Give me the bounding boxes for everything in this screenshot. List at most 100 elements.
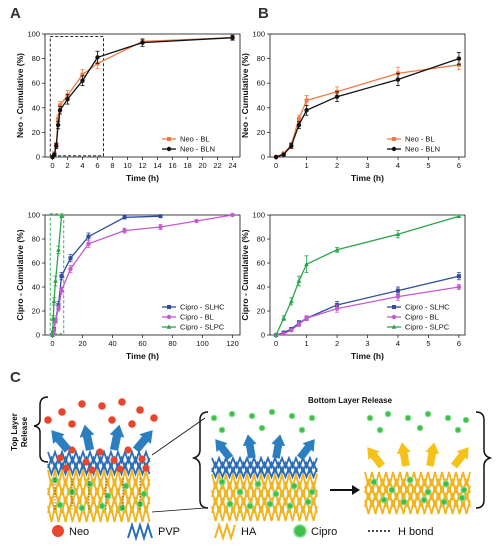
x-tick-label: 20 <box>198 161 206 170</box>
release-arrow <box>450 447 469 469</box>
y-tick-label: 100 <box>27 30 40 39</box>
cipro-particle <box>104 492 112 500</box>
y-tick-label: 80 <box>257 235 265 244</box>
y-tick-label: 0 <box>261 331 265 340</box>
left-scaffold <box>44 398 158 523</box>
cipro-particle <box>98 502 106 510</box>
series-cipro-bl <box>273 284 462 338</box>
data-point <box>56 306 61 311</box>
pvp-zigzag-icon <box>127 521 153 542</box>
cipro-particle <box>272 490 280 498</box>
release-arrow <box>109 424 125 451</box>
data-point <box>50 332 55 337</box>
x-tick-label: 40 <box>108 339 116 348</box>
data-point <box>122 228 127 233</box>
released-neo <box>78 400 86 408</box>
neo-particle <box>138 455 146 463</box>
cipro-particle <box>86 480 94 488</box>
y-tick-label: 40 <box>257 283 265 292</box>
released-cipro <box>444 414 452 422</box>
panel-letter-c: C <box>10 369 21 386</box>
released-cipro <box>258 424 266 432</box>
x-tick-label: 6 <box>95 161 99 170</box>
released-neo <box>108 416 116 424</box>
y-tick-label: 80 <box>32 54 40 63</box>
data-point <box>296 116 301 121</box>
arrow-shape <box>425 442 440 467</box>
released-cipro <box>218 426 226 434</box>
x-tick-label: 4 <box>396 161 400 170</box>
legend-label: Cipro - SLPC <box>180 323 225 332</box>
legend-label: Cipro - SLHC <box>405 303 450 312</box>
data-point <box>395 231 401 236</box>
cipro-particle <box>458 494 466 502</box>
release-arrow <box>425 442 440 467</box>
arrow-shape <box>109 424 125 451</box>
data-point <box>158 224 163 230</box>
pvp-fiber <box>211 465 318 480</box>
legend-marker <box>167 137 171 141</box>
cipro-particle <box>380 496 388 504</box>
data-point <box>230 35 235 40</box>
data-point <box>456 284 462 290</box>
arrow-shape <box>296 439 315 461</box>
ha-fiber <box>364 478 471 494</box>
data-point <box>288 298 294 304</box>
neo-particle <box>142 464 150 472</box>
released-cipro <box>384 410 392 418</box>
data-point <box>68 266 73 272</box>
ha-zigzag-icon <box>214 521 236 542</box>
x-tick-label: 100 <box>196 339 209 348</box>
data-point <box>158 214 163 219</box>
data-point <box>456 213 462 218</box>
y-tick-label: 20 <box>32 307 40 316</box>
pvp-fiber <box>211 460 318 475</box>
data-point <box>80 72 85 77</box>
data-point <box>56 116 61 121</box>
ha-fiber <box>364 492 471 508</box>
plot-frame <box>44 33 241 158</box>
released-cipro <box>210 414 218 422</box>
bottom-layer-label: Bottom Layer Release <box>308 396 393 405</box>
x-axis-title: Time (h) <box>351 351 384 361</box>
release-arrow <box>296 439 315 461</box>
legend-hbond-label: H bond <box>398 526 433 538</box>
x-tick-label: 24 <box>228 161 236 170</box>
data-point <box>289 328 294 333</box>
x-tick-label: 1 <box>304 161 308 170</box>
released-cipro <box>376 426 384 434</box>
neo-particle <box>82 458 90 466</box>
x-tick-label: 2 <box>335 161 339 170</box>
cipro-particle <box>254 480 262 488</box>
data-point <box>51 298 57 304</box>
data-point <box>80 78 85 83</box>
legend-marker <box>392 137 396 141</box>
arrow-shape <box>132 430 153 453</box>
cipro-particle <box>290 482 298 490</box>
neo-particle <box>62 464 70 472</box>
data-point <box>59 274 64 279</box>
legend-label: Neo - BLN <box>405 145 440 154</box>
ha-fiber <box>211 473 318 490</box>
release-arrow <box>367 447 386 469</box>
x-tick-label: 8 <box>110 161 114 170</box>
data-point <box>395 288 400 293</box>
data-point <box>54 143 59 149</box>
legend-label: Neo - BL <box>405 135 435 144</box>
x-tick-label: 0 <box>274 161 278 170</box>
released-neo <box>128 420 136 428</box>
zoom-line-bottom <box>151 507 206 513</box>
ha-fiber <box>211 505 318 522</box>
y-tick-label: 80 <box>257 54 265 63</box>
data-point <box>334 247 340 252</box>
released-cipro <box>462 416 470 424</box>
transition-arrow <box>330 485 360 495</box>
x-tick-label: 3 <box>365 339 369 348</box>
legend-label: Cipro - SLPC <box>405 323 450 332</box>
data-point <box>334 94 340 99</box>
data-point <box>304 316 309 321</box>
